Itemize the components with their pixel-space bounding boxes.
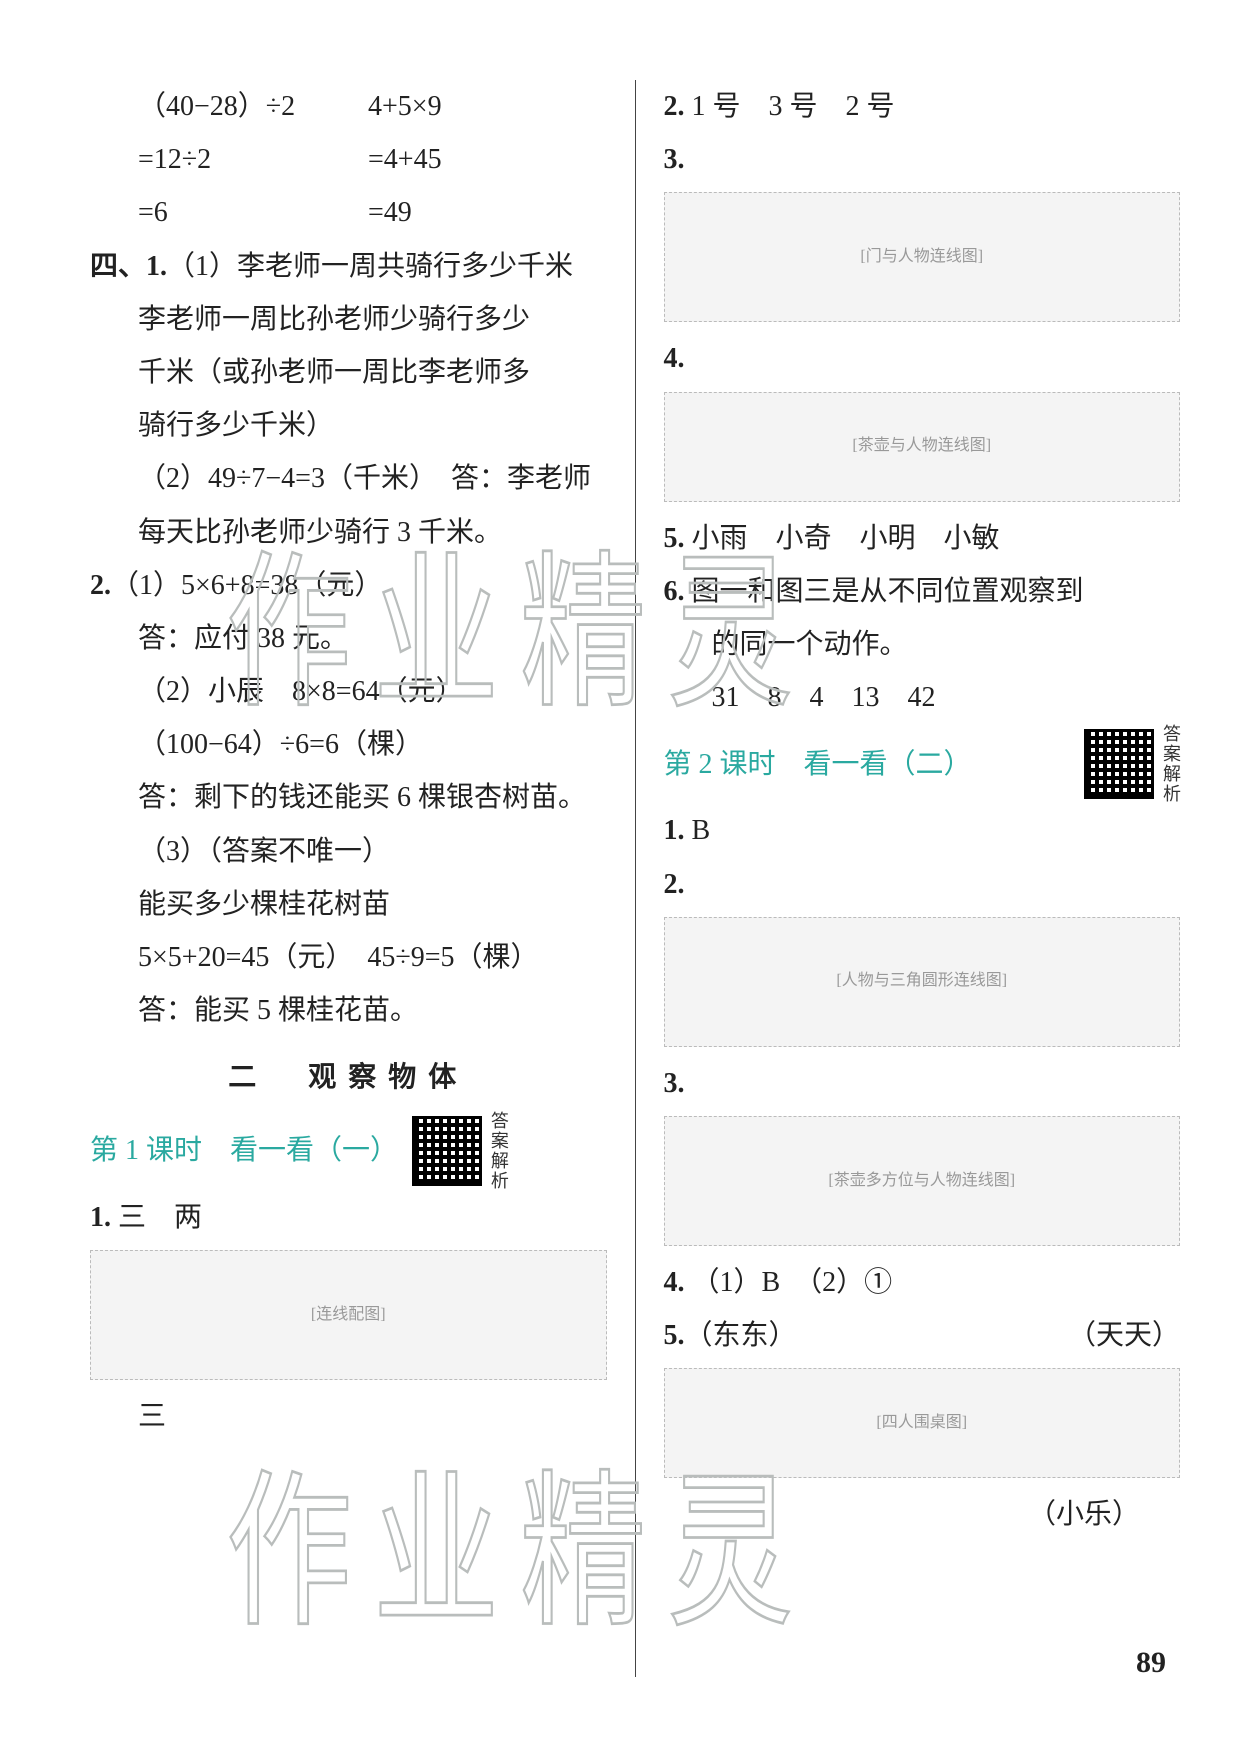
qr-code-icon — [1084, 729, 1154, 799]
qr-wrap: 答案解析 — [412, 1111, 508, 1191]
answer-label: 3. — [664, 1068, 685, 1099]
name-tag: （天天） — [1068, 1309, 1180, 1362]
number-sequence: 31 8 4 13 42 — [664, 671, 1181, 724]
answer-label: 6. — [664, 576, 685, 607]
answer-4: 4. — [664, 332, 1181, 385]
answer-text: 1 号 3 号 2 号 — [692, 91, 895, 122]
answer-2: 2. 1 号 3 号 2 号 — [664, 80, 1181, 133]
text-line: 答：应付 38 元。 — [90, 612, 607, 665]
section-4: 四、1.（1）李老师一周共骑行多少千米 — [90, 240, 607, 293]
text-line: 千米（或孙老师一周比李老师多 — [90, 346, 607, 399]
question-label: 2. — [90, 570, 111, 601]
equation-cell: =12÷2 — [138, 133, 368, 186]
figure-teapot-views: [茶壶多方位与人物连线图] — [664, 1116, 1181, 1246]
lesson-title: 第 2 课时 看一看（二） — [664, 738, 972, 791]
answer-1: 1. 三 两 — [90, 1191, 607, 1244]
equation-row: =12÷2 =4+45 — [90, 133, 607, 186]
qr-wrap: 答案解析 — [1084, 724, 1180, 804]
question-label: 1. — [146, 251, 167, 282]
question-2: 2.（1）5×6+8=38（元） — [90, 559, 607, 612]
answer-label: 1. — [664, 815, 685, 846]
lesson-row: 第 1 课时 看一看（一） 答案解析 — [90, 1111, 607, 1191]
name-tag: （小乐） — [664, 1488, 1181, 1541]
text-line: 李老师一周比孙老师少骑行多少 — [90, 293, 607, 346]
figure-teapots: [茶壶与人物连线图] — [664, 392, 1181, 502]
answer-text: （1）B （2）① — [692, 1267, 893, 1298]
answer-b1: 1. B — [664, 804, 1181, 857]
equation-cell: =6 — [138, 186, 368, 239]
text-line: （2）小辰 8×8=64（元） — [90, 665, 607, 718]
figure-matching: [连线配图] — [90, 1250, 607, 1380]
text-line: （1）5×6+8=38（元） — [111, 570, 382, 601]
right-column: 2. 1 号 3 号 2 号 3. [门与人物连线图] 4. [茶壶与人物连线图… — [664, 80, 1181, 1677]
equation-row: =6 =49 — [90, 186, 607, 239]
equation-cell: 4+5×9 — [368, 80, 442, 133]
text-line: 答：能买 5 棵桂花苗。 — [90, 984, 607, 1037]
text-line: 答：剩下的钱还能买 6 棵银杏树苗。 — [90, 771, 607, 824]
answer-label: 4. — [664, 1267, 685, 1298]
unit-heading: 二 观察物体 — [90, 1051, 607, 1104]
answer-label: 3. — [664, 144, 685, 175]
answer-b3: 3. — [664, 1057, 1181, 1110]
column-divider — [635, 80, 636, 1677]
answer-b5: 5. （东东） （天天） — [664, 1309, 1181, 1362]
answer-3: 3. — [664, 133, 1181, 186]
answer-text: B — [692, 815, 711, 846]
answer-b2: 2. — [664, 858, 1181, 911]
answer-label: 5. — [664, 523, 685, 554]
answer-b4: 4. （1）B （2）① — [664, 1256, 1181, 1309]
figure-table-kids: [四人围桌图] — [664, 1368, 1181, 1478]
lesson-row: 第 2 课时 看一看（二） 答案解析 — [664, 724, 1181, 804]
text-line: 骑行多少千米） — [90, 399, 607, 452]
answer-label: 5. — [664, 1309, 685, 1362]
answer-label: 4. — [664, 343, 685, 374]
text-line: （3）（答案不唯一） — [90, 825, 607, 878]
two-column-layout: （40−28）÷2 4+5×9 =12÷2 =4+45 =6 =49 四、1.（… — [90, 80, 1180, 1677]
trailing-text: 三 — [90, 1390, 607, 1443]
equation-cell: =4+45 — [368, 133, 442, 186]
qr-label: 答案解析 — [1160, 724, 1180, 804]
text-line: （100−64）÷6=6（棵） — [90, 718, 607, 771]
text-line: （2）49÷7−4=3（千米） 答：李老师 — [90, 452, 607, 505]
text-line: 能买多少棵桂花树苗 — [90, 878, 607, 931]
answer-5: 5. 小雨 小奇 小明 小敏 — [664, 512, 1181, 565]
answer-label: 2. — [664, 869, 685, 900]
answer-label: 2. — [664, 91, 685, 122]
section-label: 四、 — [90, 251, 146, 282]
lesson-title: 第 1 课时 看一看（一） — [90, 1124, 398, 1177]
text-line: 5×5+20=45（元） 45÷9=5（棵） — [90, 931, 607, 984]
equation-cell: （40−28）÷2 — [138, 80, 368, 133]
answer-label: 1. — [90, 1202, 111, 1233]
text-line: 的同一个动作。 — [664, 618, 1181, 671]
answer-text: 三 两 — [118, 1202, 202, 1233]
equation-row: （40−28）÷2 4+5×9 — [90, 80, 607, 133]
figure-doors: [门与人物连线图] — [664, 192, 1181, 322]
qr-code-icon — [412, 1116, 482, 1186]
text-line: 图一和图三是从不同位置观察到 — [692, 576, 1084, 607]
answer-text: 小雨 小奇 小明 小敏 — [692, 523, 1000, 554]
answer-6: 6. 图一和图三是从不同位置观察到 — [664, 565, 1181, 618]
text-line: （1）李老师一周共骑行多少千米 — [167, 251, 573, 282]
left-column: （40−28）÷2 4+5×9 =12÷2 =4+45 =6 =49 四、1.（… — [90, 80, 607, 1677]
qr-label: 答案解析 — [488, 1111, 508, 1191]
equation-cell: =49 — [368, 186, 412, 239]
text-line: 每天比孙老师少骑行 3 千米。 — [90, 506, 607, 559]
name-tag: （东东） — [685, 1309, 797, 1362]
figure-shapes: [人物与三角圆形连线图] — [664, 917, 1181, 1047]
page-number: 89 — [1136, 1634, 1166, 1691]
